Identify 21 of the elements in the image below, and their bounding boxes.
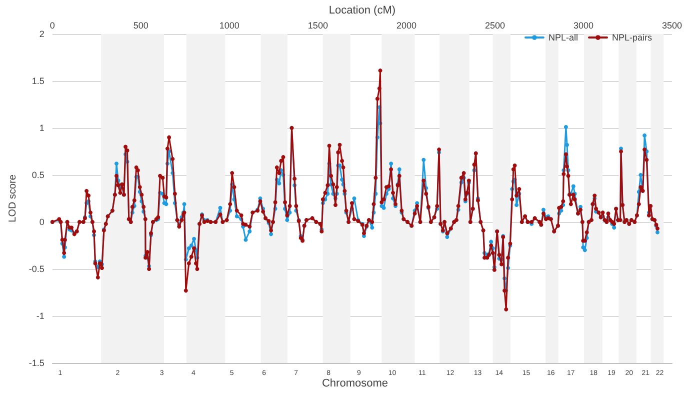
y-tick-label: -1 <box>36 310 44 321</box>
x-tick-label: 500 <box>133 20 148 30</box>
y-tick-label: 2 <box>39 28 44 39</box>
y-tick-label: -0.5 <box>28 264 44 274</box>
y-tick-label: 1 <box>39 122 44 133</box>
y-tick-label: -1.5 <box>28 358 44 368</box>
y-tick-label: 1.5 <box>32 76 44 86</box>
x-tick-label: 3000 <box>573 20 594 30</box>
y-tick-label: 0.5 <box>32 170 44 180</box>
y-tick-label: 0 <box>39 216 44 227</box>
x-axis-title: Location (cM) <box>328 4 396 16</box>
x-tick-label: 1500 <box>308 20 328 30</box>
text: Chromosome <box>322 378 388 390</box>
x-tick-label: 1000 <box>219 20 240 30</box>
x-tick-label: 3500 <box>662 20 682 30</box>
x-tick-label: 0 <box>50 20 55 30</box>
legend-label: NPL-all <box>548 32 578 42</box>
x-tick-label: 2000 <box>396 20 416 30</box>
x-tick-label: 2500 <box>484 20 505 30</box>
y-axis-title: LOD score <box>8 174 18 222</box>
legend-label: NPL-pairs <box>612 32 652 42</box>
